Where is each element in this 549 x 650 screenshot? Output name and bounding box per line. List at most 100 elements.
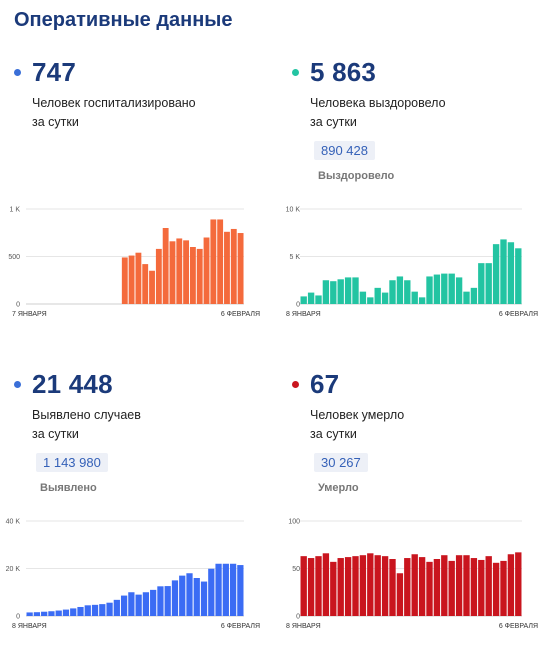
chart-bar [463,555,470,616]
y-tick-label: 0 [296,614,300,621]
chart-bar [515,248,522,304]
chart-bar [515,552,522,616]
chart-bar [155,248,162,304]
chart-bar [55,610,62,616]
bullet-dot-icon [292,380,299,388]
chart-bar [359,291,367,304]
chart-bar [344,557,352,616]
chart-bar [176,238,183,304]
chart-bar [478,559,485,616]
description-line-1: Человек умерло [310,408,405,422]
chart-bar [492,562,500,616]
recovered-description: Человека выздоровело за сутки [310,94,510,132]
description-line-1: Выявлено случаев [32,408,141,422]
chart-bar [344,277,352,304]
detected-chart: 40 K 20 K 0 8 ЯНВАРЯ 6 ФЕВРАЛЯ [6,519,260,631]
chart-bar [196,248,203,304]
chart-bar [396,573,404,616]
hospitalized-description: Человек госпитализировано за сутки [32,94,232,132]
x-start-label: 8 ЯНВАРЯ [12,623,47,630]
chart-bar [99,604,106,616]
chart-bar [507,554,515,616]
chart-bar [26,612,33,616]
chart-bar [164,586,171,616]
chart-bar [426,276,433,304]
chart-bar [48,611,55,616]
chart-bar [411,554,418,616]
chart-bar [381,292,389,304]
chart-bar [500,239,507,304]
chart-bar [485,556,492,616]
y-tick-label: 40 K [6,519,21,526]
recovered-chart: 10 K 5 K 0 8 ЯНВАРЯ 6 ФЕВРАЛЯ [286,207,538,319]
chart-bar [189,247,196,304]
chart-bar [374,555,381,616]
y-tick-label: 10 K [286,207,301,214]
chart-bar [307,292,315,304]
x-end-label: 6 ФЕВРАЛЯ [221,311,260,318]
recovered-total-badge: 890 428 [314,141,375,160]
chart-bar [374,287,381,304]
chart-bar [418,297,426,304]
chart-bar [215,563,222,616]
detected-total-badge: 1 143 980 [36,453,108,472]
chart-bar [448,560,455,616]
chart-bar [135,594,142,616]
y-tick-label: 50 [292,566,300,573]
chart-bar [441,555,448,616]
x-start-label: 7 ЯНВАРЯ [12,311,47,318]
chart-bar [222,563,229,616]
chart-bar [500,560,507,616]
x-start-label: 8 ЯНВАРЯ [286,623,321,630]
bullet-dot-icon [292,68,299,76]
chart-bar [120,595,128,616]
chart-bar [142,592,150,616]
chart-bar [359,555,367,616]
x-end-label: 6 ФЕВРАЛЯ [499,623,538,630]
recovered-total-label: Выздоровело [318,170,395,182]
x-end-label: 6 ФЕВРАЛЯ [499,311,538,318]
chart-bar [352,277,359,304]
chart-bar [426,561,433,616]
chart-bar [485,263,492,304]
chart-bar [106,602,113,616]
chart-bar [77,606,84,616]
chart-bar [142,264,149,304]
chart-bar [224,231,230,304]
chart-bar [169,241,176,304]
chart-bar [455,555,463,616]
deaths-description: Человек умерло за сутки [310,406,510,444]
y-tick-label: 1 K [9,207,20,214]
chart-bar [455,277,463,304]
chart-bar [157,586,164,616]
bullet-dot-icon [14,68,21,76]
chart-bar [315,556,322,616]
chart-bar [433,274,441,304]
chart-bar [149,270,155,304]
chart-bar [210,219,217,304]
y-tick-label: 100 [288,519,300,526]
chart-bar [322,553,330,616]
y-tick-label: 5 K [289,254,300,261]
chart-bar [478,263,485,304]
y-tick-label: 20 K [6,566,21,573]
chart-bar [183,240,190,304]
chart-bar [208,568,215,616]
hospitalized-value: 747 [32,56,76,87]
hospitalized-chart: 1 K 500 0 7 ЯНВАРЯ 6 ФЕВРАЛЯ [8,207,260,319]
chart-bar [307,558,315,616]
chart-bar [162,228,169,304]
chart-bar [230,228,237,304]
y-tick-label: 500 [8,254,20,261]
chart-bar [389,559,396,616]
description-line-2: за сутки [310,115,357,129]
chart-bar [411,291,418,304]
description-line-2: за сутки [32,115,79,129]
chart-bar [337,279,344,304]
y-tick-label: 0 [296,302,300,309]
chart-bar [330,561,337,616]
chart-bar [128,255,135,304]
x-start-label: 8 ЯНВАРЯ [286,311,321,318]
chart-bar [62,609,70,616]
chart-bar [121,257,128,304]
